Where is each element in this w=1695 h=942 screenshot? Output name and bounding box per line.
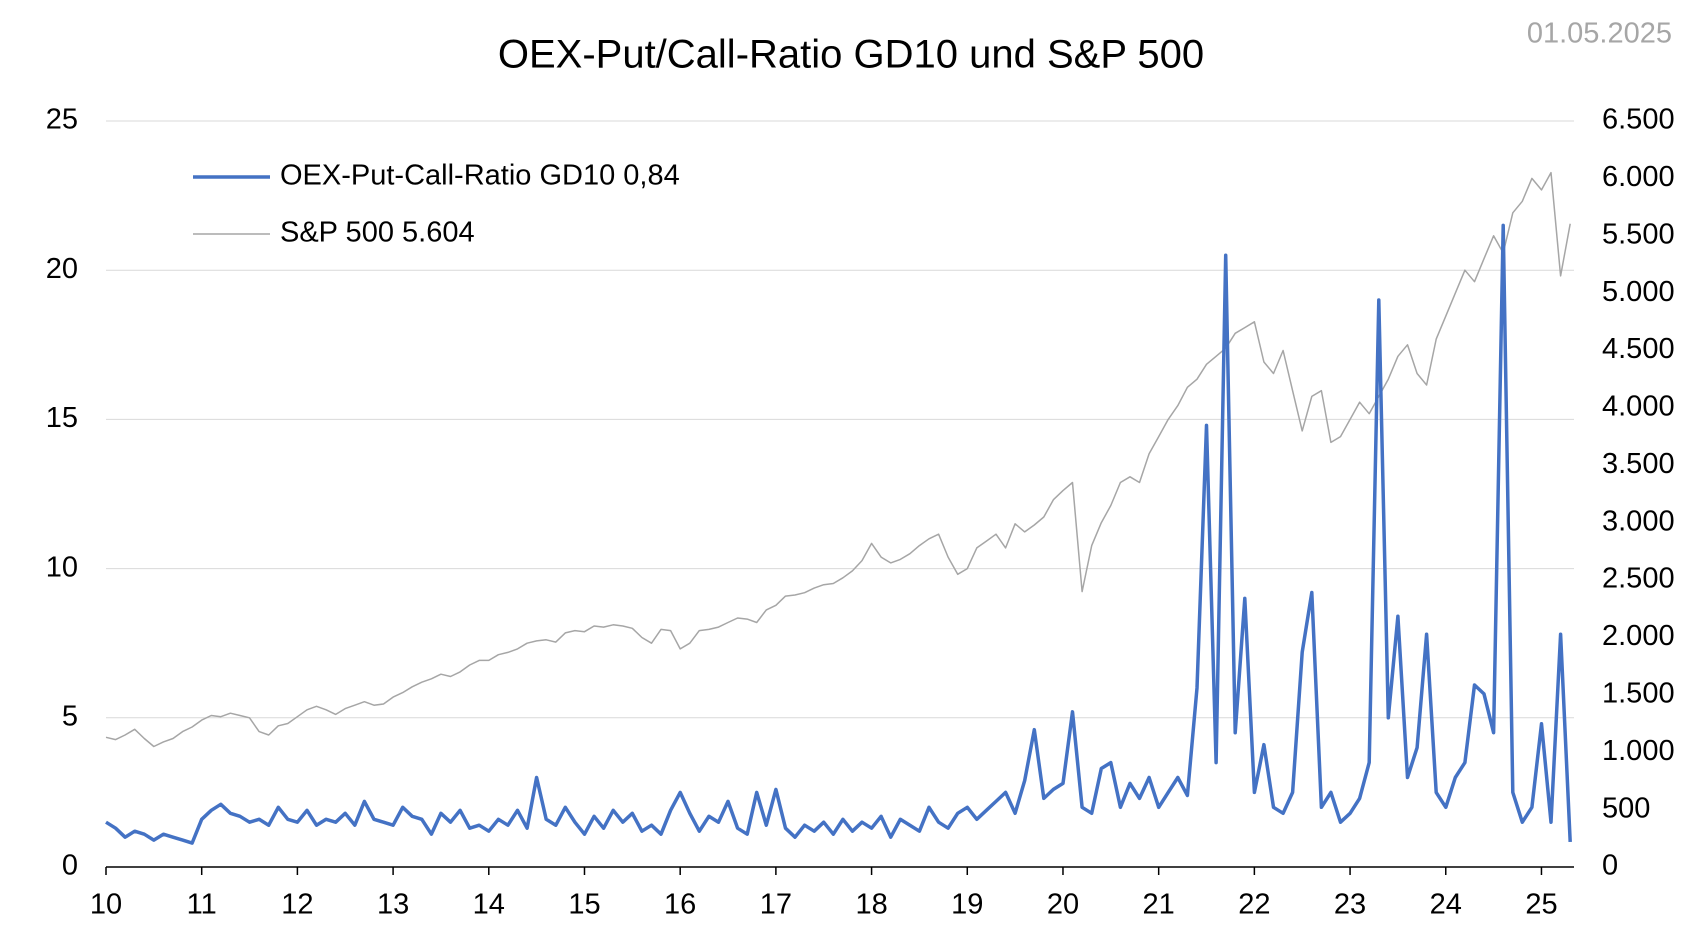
x-tick-label: 24 xyxy=(1430,889,1462,921)
y-tick-label: 0 xyxy=(62,850,78,882)
y-tick-label: 25 xyxy=(46,104,78,136)
x-tick-label: 14 xyxy=(473,889,505,921)
x-tick-label: 11 xyxy=(187,889,217,921)
y-tick-label: 5 xyxy=(62,700,78,732)
y2-tick-label: 5.500 xyxy=(1602,218,1675,250)
series-line xyxy=(105,171,1571,748)
legend-label: S&P 500 5.604 xyxy=(280,217,475,249)
x-tick-label: 12 xyxy=(281,889,313,921)
y-tick-label: 20 xyxy=(46,253,78,285)
x-tick-label: 19 xyxy=(951,889,983,921)
y2-tick-label: 6.000 xyxy=(1602,161,1675,193)
y2-tick-label: 6.500 xyxy=(1602,104,1675,136)
y-tick-label: 10 xyxy=(46,551,78,583)
x-tick-label: 20 xyxy=(1047,889,1079,921)
x-tick-label: 18 xyxy=(855,889,887,921)
x-tick-label: 16 xyxy=(664,889,696,921)
y2-tick-label: 2.500 xyxy=(1602,563,1675,595)
x-tick-label: 10 xyxy=(90,889,122,921)
y2-tick-label: 1.000 xyxy=(1602,735,1675,767)
y2-tick-label: 0 xyxy=(1602,850,1618,882)
x-tick-label: 13 xyxy=(377,889,409,921)
y2-tick-label: 2.000 xyxy=(1602,620,1675,652)
y-tick-label: 15 xyxy=(46,402,78,434)
y2-tick-label: 4.500 xyxy=(1602,333,1675,365)
x-tick-label: 25 xyxy=(1525,889,1557,921)
y2-tick-label: 500 xyxy=(1602,792,1650,824)
chart-title: OEX-Put/Call-Ratio GD10 und S&P 500 xyxy=(498,33,1204,77)
y2-tick-label: 3.000 xyxy=(1602,505,1675,537)
x-tick-label: 23 xyxy=(1334,889,1366,921)
x-tick-label: 22 xyxy=(1238,889,1270,921)
x-tick-label: 17 xyxy=(760,889,792,921)
legend-label: OEX-Put-Call-Ratio GD10 0,84 xyxy=(280,160,680,192)
date-label: 01.05.2025 xyxy=(1527,18,1672,50)
y2-tick-label: 4.000 xyxy=(1602,391,1675,423)
y2-tick-label: 5.000 xyxy=(1602,276,1675,308)
series-line xyxy=(105,223,1572,845)
y2-tick-label: 3.500 xyxy=(1602,448,1675,480)
y2-tick-label: 1.500 xyxy=(1602,678,1675,710)
x-tick-label: 15 xyxy=(568,889,600,921)
x-tick-label: 21 xyxy=(1143,889,1175,921)
